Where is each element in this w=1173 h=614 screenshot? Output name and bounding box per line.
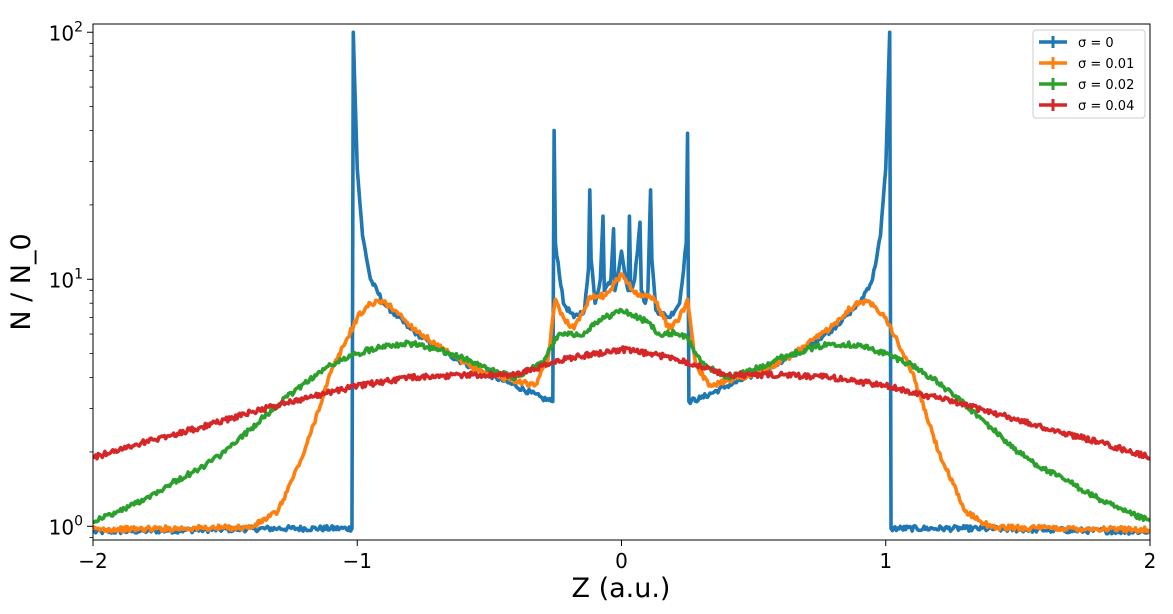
legend-label: σ = 0.02: [1078, 78, 1134, 93]
series-layer: [93, 30, 1150, 536]
y-tick-label: 101: [49, 266, 83, 292]
legend-label: σ = 0.04: [1078, 99, 1134, 114]
plot-frame: [92, 23, 1151, 541]
x-tick-label: 2: [1144, 549, 1157, 573]
y-axis: 100 101 102: [49, 19, 93, 539]
x-tick-label: −2: [78, 549, 107, 573]
x-tick-label: −1: [343, 549, 372, 573]
series-line-2: [93, 272, 1150, 534]
x-tick-label: 1: [879, 549, 892, 573]
x-axis: −2 −1 0 1 2: [78, 540, 1156, 573]
y-axis-label: N / N_0: [6, 233, 37, 330]
legend: σ = 0 σ = 0.01 σ = 0.02 σ = 0.04: [1032, 29, 1146, 119]
legend-label: σ = 0.01: [1078, 57, 1134, 72]
series-line-1: [93, 30, 1150, 536]
x-axis-label: Z (a.u.): [572, 573, 671, 604]
y-tick-label: 100: [49, 513, 83, 539]
legend-label: σ = 0: [1078, 36, 1114, 51]
series-line-3: [93, 307, 1150, 524]
x-tick-label: 0: [615, 549, 628, 573]
legend-box: [1032, 29, 1146, 119]
series-line-4: [93, 345, 1150, 461]
y-tick-label: 102: [49, 19, 83, 45]
